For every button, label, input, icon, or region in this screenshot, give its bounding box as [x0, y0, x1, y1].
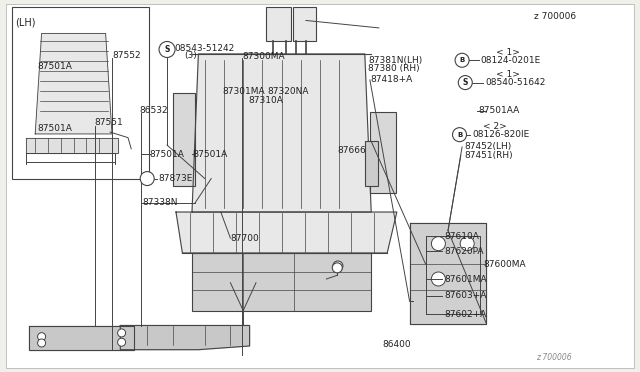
Bar: [192, 253, 371, 311]
Text: 87610A: 87610A: [445, 232, 479, 241]
Text: 87551: 87551: [95, 118, 124, 126]
Text: 87501AA: 87501AA: [479, 106, 520, 115]
Circle shape: [458, 76, 472, 90]
Text: 08540-51642: 08540-51642: [485, 78, 545, 87]
Bar: [365, 141, 378, 186]
Text: 87602+A: 87602+A: [445, 310, 487, 319]
Text: (3): (3): [184, 51, 197, 60]
Text: 87501A: 87501A: [149, 150, 184, 159]
Text: 87300MA: 87300MA: [242, 52, 285, 61]
Text: 87620PA: 87620PA: [445, 247, 484, 256]
Polygon shape: [35, 33, 112, 134]
Text: < 1>: < 1>: [496, 70, 520, 79]
Text: 87301MA: 87301MA: [223, 87, 266, 96]
Polygon shape: [192, 54, 371, 212]
Circle shape: [38, 333, 45, 341]
Circle shape: [431, 272, 445, 286]
Text: 87451(RH): 87451(RH): [464, 151, 513, 160]
Text: < 1>: < 1>: [496, 48, 520, 57]
Text: 87552: 87552: [112, 51, 141, 60]
Circle shape: [460, 237, 474, 251]
Polygon shape: [26, 138, 118, 153]
Text: 87873E: 87873E: [159, 174, 193, 183]
Polygon shape: [176, 212, 397, 253]
Circle shape: [118, 329, 125, 337]
Text: 08543-51242: 08543-51242: [174, 44, 234, 53]
Text: 87601MA: 87601MA: [445, 275, 488, 283]
Text: 08126-820IE: 08126-820IE: [472, 130, 529, 139]
Text: 87501A: 87501A: [37, 124, 72, 133]
Text: 86532: 86532: [140, 106, 168, 115]
Circle shape: [140, 171, 154, 186]
Text: 87418+A: 87418+A: [370, 76, 412, 84]
Text: 87338N: 87338N: [142, 198, 177, 207]
Text: B7501A: B7501A: [192, 150, 227, 159]
Text: B: B: [457, 132, 462, 138]
Circle shape: [159, 41, 175, 58]
Bar: [173, 93, 195, 186]
Circle shape: [38, 339, 45, 347]
Circle shape: [455, 53, 469, 67]
Text: B: B: [460, 57, 465, 63]
Circle shape: [118, 338, 125, 346]
Text: 86400: 86400: [383, 340, 412, 349]
Circle shape: [332, 263, 342, 273]
Text: 87381N(LH): 87381N(LH): [368, 56, 422, 65]
Text: 87380 (RH): 87380 (RH): [368, 64, 420, 73]
Polygon shape: [410, 223, 486, 324]
Text: S: S: [463, 78, 468, 87]
Text: S: S: [164, 45, 170, 54]
Circle shape: [333, 261, 343, 271]
Text: 87666: 87666: [337, 146, 366, 155]
Text: 08124-0201E: 08124-0201E: [480, 56, 540, 65]
Text: (LH): (LH): [15, 17, 36, 28]
Text: 87452(LH): 87452(LH): [464, 142, 511, 151]
Polygon shape: [120, 326, 250, 350]
Text: 87310A: 87310A: [248, 96, 283, 105]
Text: z 700006: z 700006: [536, 353, 572, 362]
Text: 87603+A: 87603+A: [445, 291, 487, 300]
Text: z 700006: z 700006: [534, 12, 577, 21]
Text: 87320NA: 87320NA: [268, 87, 309, 96]
Circle shape: [431, 237, 445, 251]
Bar: [370, 112, 396, 193]
Bar: [293, 7, 316, 41]
Bar: [266, 7, 291, 41]
Text: 87501A: 87501A: [37, 62, 72, 71]
Polygon shape: [29, 326, 134, 350]
Text: 87700: 87700: [230, 234, 259, 243]
Bar: [12, 7, 149, 179]
Text: < 2>: < 2>: [483, 122, 507, 131]
Text: 87600MA: 87600MA: [483, 260, 526, 269]
Circle shape: [452, 128, 467, 142]
